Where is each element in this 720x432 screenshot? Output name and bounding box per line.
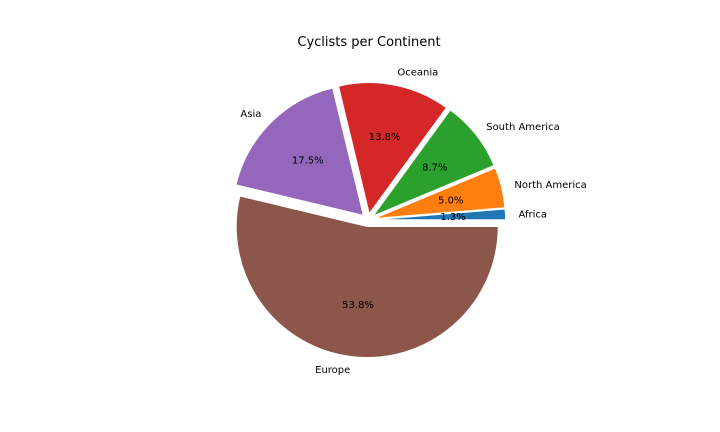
pie-slices bbox=[235, 82, 507, 358]
slice-label-europe: Europe bbox=[315, 365, 350, 376]
slice-europe bbox=[235, 195, 499, 358]
slice-north-america bbox=[374, 167, 506, 219]
pie-labels: Africa 1.3% North America 5.0% South America… bbox=[240, 68, 586, 376]
slice-percent-north-america: 5.0% bbox=[438, 195, 463, 206]
slice-percent-asia: 17.5% bbox=[292, 155, 324, 166]
slice-label-africa: Africa bbox=[519, 209, 548, 220]
slice-label-asia: Asia bbox=[240, 109, 261, 120]
slice-percent-africa: 1.3% bbox=[440, 212, 465, 223]
chart-title: Cyclists per Continent bbox=[297, 35, 440, 50]
slice-label-south-america: South America bbox=[486, 122, 559, 133]
slice-percent-south-america: 8.7% bbox=[422, 163, 447, 174]
slice-label-oceania: Oceania bbox=[397, 68, 438, 79]
slice-percent-oceania: 13.8% bbox=[369, 132, 401, 143]
slice-percent-europe: 53.8% bbox=[342, 300, 374, 311]
slice-label-north-america: North America bbox=[514, 180, 586, 191]
slice-oceania bbox=[337, 82, 448, 215]
slice-africa bbox=[374, 208, 507, 221]
slice-asia bbox=[235, 87, 365, 217]
slice-south-america bbox=[371, 109, 495, 218]
